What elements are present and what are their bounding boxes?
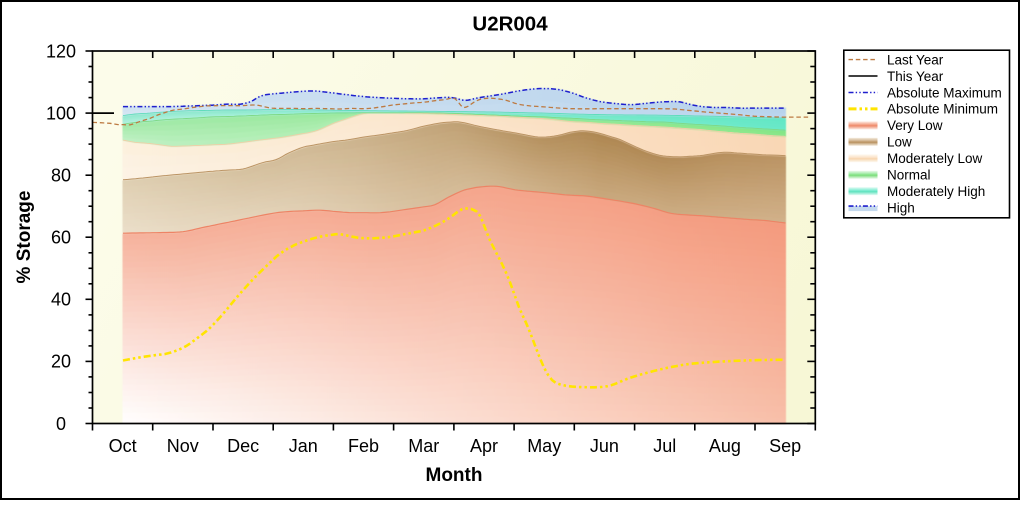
svg-text:Mar: Mar [408,436,439,456]
svg-text:Very Low: Very Low [887,118,943,133]
svg-text:Moderately High: Moderately High [887,184,985,199]
svg-text:100: 100 [46,103,76,123]
svg-text:Oct: Oct [109,436,137,456]
svg-text:Month: Month [426,465,483,486]
svg-text:Last Year: Last Year [887,52,944,67]
svg-text:80: 80 [51,166,71,186]
svg-text:% Storage: % Storage [14,191,35,284]
svg-text:Aug: Aug [709,436,741,456]
svg-text:Feb: Feb [348,436,379,456]
svg-text:Jul: Jul [653,436,676,456]
svg-text:High: High [887,200,915,215]
svg-text:60: 60 [51,228,71,248]
svg-text:Nov: Nov [167,436,199,456]
svg-text:May: May [527,436,561,456]
svg-text:Low: Low [887,135,912,150]
svg-text:Moderately Low: Moderately Low [887,151,983,166]
svg-text:Absolute Minimum: Absolute Minimum [887,102,998,117]
svg-text:Jun: Jun [590,436,619,456]
svg-text:Dec: Dec [227,436,259,456]
svg-text:U2R004: U2R004 [472,13,548,36]
svg-text:This Year: This Year [887,69,944,84]
svg-text:0: 0 [56,414,66,434]
svg-text:Apr: Apr [470,436,498,456]
svg-text:Jan: Jan [289,436,318,456]
svg-text:40: 40 [51,290,71,310]
svg-text:Normal: Normal [887,168,931,183]
svg-text:120: 120 [46,41,76,61]
svg-text:Sep: Sep [769,436,801,456]
svg-text:20: 20 [51,352,71,372]
svg-text:Absolute Maximum: Absolute Maximum [887,85,1002,100]
